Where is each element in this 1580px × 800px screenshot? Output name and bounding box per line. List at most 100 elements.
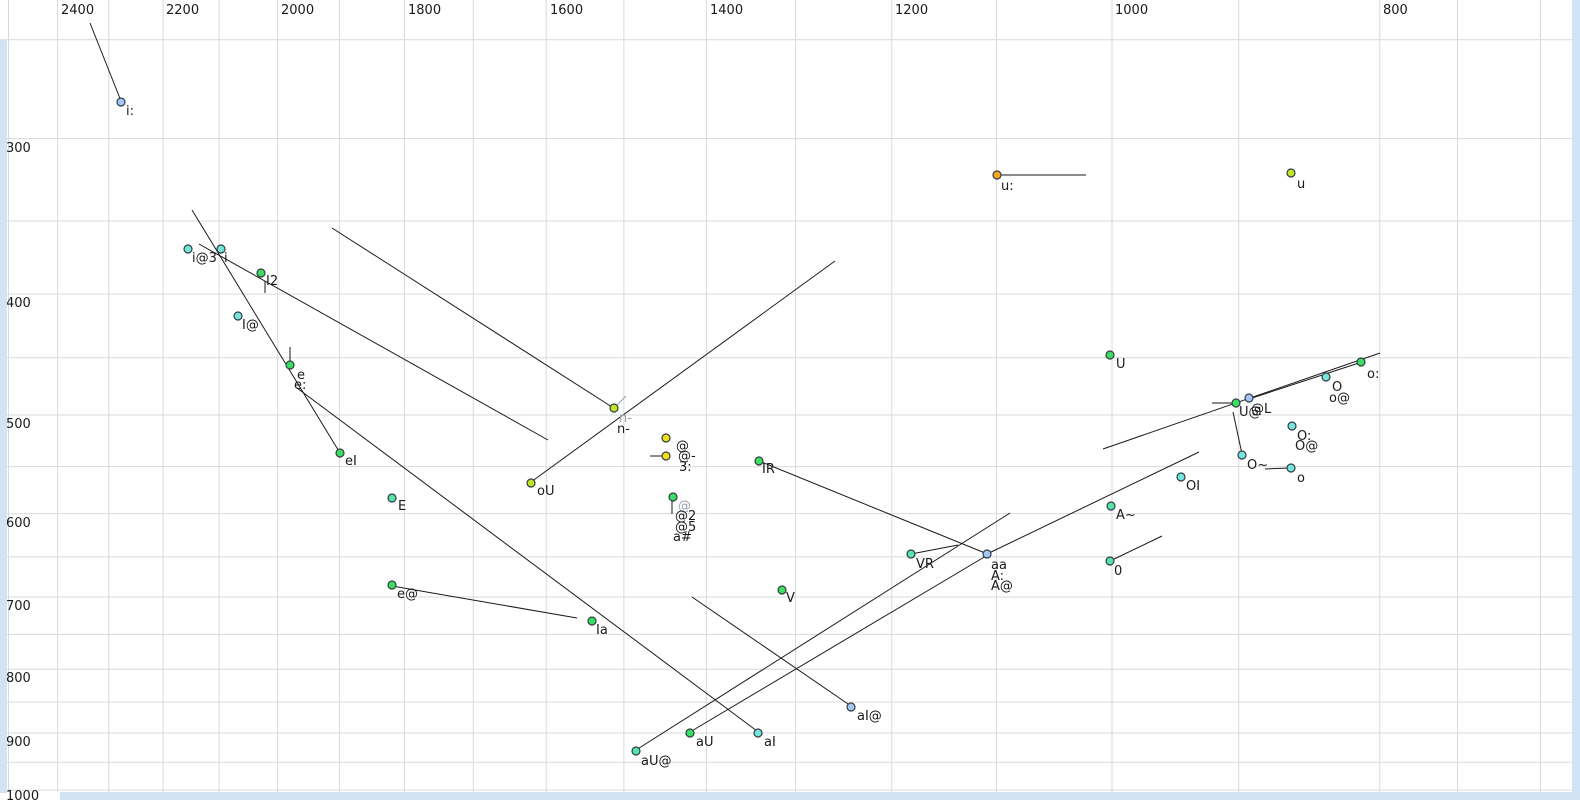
data-point-V[interactable]	[777, 585, 787, 595]
data-point-U@[interactable]	[1231, 398, 1241, 408]
data-point-aU@[interactable]	[631, 746, 641, 756]
y-axis-tick-label: 900	[6, 735, 31, 750]
trajectory-line	[198, 243, 549, 441]
point-label: @	[676, 439, 689, 454]
data-point-I2[interactable]	[256, 268, 266, 278]
point-label: n-	[619, 411, 632, 426]
point-label: a#	[673, 530, 692, 545]
point-label: n-	[617, 422, 630, 437]
data-point-A~[interactable]	[1106, 501, 1116, 511]
data-point-oU[interactable]	[526, 478, 536, 488]
point-label: Ia	[596, 623, 608, 638]
y-axis-tick-label: 600	[6, 516, 31, 531]
point-label: O~	[1247, 458, 1268, 473]
data-point-e@[interactable]	[387, 580, 397, 590]
x-axis-tick-label: 1000	[1115, 3, 1148, 18]
point-label: e@	[397, 587, 418, 602]
data-point-@L[interactable]	[1244, 393, 1254, 403]
point-label: aU	[696, 735, 713, 750]
data-point-O~[interactable]	[1237, 450, 1247, 460]
data-point-i[interactable]	[216, 244, 226, 254]
point-label: A:	[991, 569, 1004, 584]
point-label: O@	[1295, 439, 1318, 454]
data-point-0[interactable]	[1105, 556, 1115, 566]
data-point-E[interactable]	[387, 493, 397, 503]
point-label: E	[398, 499, 406, 514]
data-point-eI[interactable]	[335, 448, 345, 458]
data-point-u[interactable]	[1286, 168, 1296, 178]
point-label: o:	[1367, 367, 1379, 382]
trajectory-line	[1248, 360, 1366, 400]
data-point-aI[interactable]	[753, 728, 763, 738]
point-label: i:	[126, 104, 134, 119]
point-label: @	[678, 499, 691, 514]
data-point-O:[interactable]	[1287, 421, 1297, 431]
data-point-aa[interactable]	[982, 549, 992, 559]
trajectory-line	[635, 512, 1011, 751]
bottom-scrollbar[interactable]	[60, 792, 1572, 800]
data-point-n-[interactable]	[609, 403, 619, 413]
point-label: aI@	[857, 709, 882, 724]
data-point-U[interactable]	[1105, 350, 1115, 360]
trajectory-line	[530, 260, 836, 483]
point-label: O:	[1297, 429, 1311, 444]
trajectory-line	[191, 209, 341, 454]
data-point-o:[interactable]	[1356, 357, 1366, 367]
data-point-O[interactable]	[1321, 372, 1331, 382]
point-label: oU	[537, 484, 554, 499]
data-point-Ia[interactable]	[587, 616, 597, 626]
point-label: V	[786, 591, 795, 606]
point-label: A~	[1116, 508, 1136, 523]
x-axis-tick-label: 1200	[895, 3, 928, 18]
data-point-u:[interactable]	[992, 170, 1002, 180]
point-label: VR	[916, 557, 934, 572]
data-point-@[interactable]	[661, 433, 671, 443]
left-scrollbar[interactable]	[0, 40, 7, 793]
y-axis-tick-label: 1000	[6, 789, 39, 800]
point-label: 0	[1114, 564, 1122, 579]
point-label: u:	[1001, 179, 1014, 194]
data-point-@2[interactable]	[668, 492, 678, 502]
point-label: aa	[991, 558, 1007, 573]
right-scrollbar[interactable]	[1572, 0, 1580, 800]
trajectory-line	[691, 596, 852, 707]
data-point-aI@[interactable]	[846, 702, 856, 712]
trajectory-line	[1232, 411, 1243, 455]
data-point-o[interactable]	[1286, 463, 1296, 473]
x-axis-tick-label: 1400	[710, 3, 743, 18]
data-point-e[interactable]	[285, 360, 295, 370]
trajectory-line	[986, 451, 1200, 555]
trajectory-line	[391, 585, 578, 619]
y-axis-tick-label: 700	[6, 599, 31, 614]
point-label: e:	[294, 378, 306, 393]
point-label: i	[224, 251, 228, 266]
point-label: U	[1116, 357, 1126, 372]
data-point-I@[interactable]	[233, 311, 243, 321]
point-label: e	[297, 368, 305, 383]
point-label: eI	[345, 454, 357, 469]
trajectory-line	[758, 460, 986, 554]
point-label: O	[1332, 380, 1342, 395]
trajectory-line	[1102, 352, 1381, 450]
point-label: IR	[762, 462, 775, 477]
x-axis-tick-label: 2000	[281, 3, 314, 18]
data-point-i@3[interactable]	[183, 244, 193, 254]
point-label: o	[1297, 471, 1305, 486]
data-point-i:[interactable]	[116, 97, 126, 107]
x-axis-tick-label: 2200	[166, 3, 199, 18]
point-label: @-	[678, 449, 696, 464]
y-axis-tick-label: 400	[6, 296, 31, 311]
trajectory-line	[689, 555, 987, 733]
data-point-OI[interactable]	[1176, 472, 1186, 482]
y-axis-tick-label: 500	[6, 417, 31, 432]
point-label: 3:	[679, 460, 692, 475]
data-point-IR[interactable]	[754, 456, 764, 466]
point-label: aI	[764, 735, 776, 750]
point-label: o@	[1329, 391, 1350, 406]
data-point-aU[interactable]	[685, 728, 695, 738]
data-point-VR[interactable]	[906, 549, 916, 559]
data-point-3:[interactable]	[661, 451, 671, 461]
trajectory-line	[89, 22, 122, 102]
